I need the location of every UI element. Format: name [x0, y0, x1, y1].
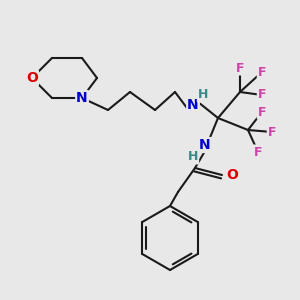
Text: F: F	[254, 146, 262, 158]
Text: N: N	[199, 138, 211, 152]
Text: N: N	[76, 91, 88, 105]
Text: F: F	[258, 65, 266, 79]
Text: F: F	[236, 61, 244, 74]
Text: F: F	[268, 125, 276, 139]
Text: H: H	[188, 151, 198, 164]
Text: F: F	[258, 88, 266, 101]
Text: O: O	[26, 71, 38, 85]
Text: O: O	[226, 168, 238, 182]
Text: N: N	[187, 98, 199, 112]
Text: H: H	[198, 88, 208, 101]
Text: F: F	[258, 106, 266, 118]
